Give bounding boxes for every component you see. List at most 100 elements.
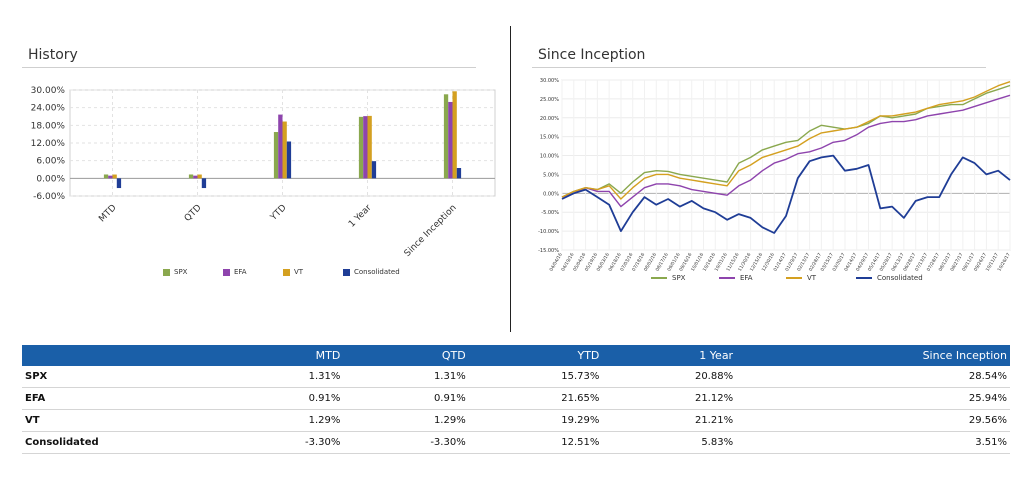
cell-1year: 21.12% <box>602 387 737 410</box>
column-header-ytd: YTD <box>468 345 603 366</box>
row-label: SPX <box>22 366 218 388</box>
bar-consolidated-qtd <box>201 178 207 189</box>
x-tick-label: 1 Year <box>347 203 374 230</box>
row-label: EFA <box>22 387 218 410</box>
bar-vt-ytd <box>282 121 287 179</box>
history-title: History <box>28 47 78 63</box>
panel-divider <box>510 26 511 332</box>
y-tick-label: -10.00% <box>538 229 559 235</box>
table-header-row: MTD QTD YTD 1 Year Since Inception <box>22 345 1010 366</box>
cell-ytd: 19.29% <box>468 409 603 432</box>
bar-vt-since-inception <box>452 91 457 179</box>
x-tick-label: MTD <box>97 203 118 224</box>
cell-since-inception: 29.56% <box>736 409 1010 432</box>
line-spx <box>561 84 1011 198</box>
y-tick-label: -6.00% <box>33 192 65 202</box>
table-row: VT 1.29% 1.29% 19.29% 21.21% 29.56% <box>22 409 1010 432</box>
legend-line-swatch <box>719 277 735 279</box>
column-header-1year: 1 Year <box>602 345 737 366</box>
row-label: VT <box>22 409 218 432</box>
bar-consolidated-ytd <box>286 141 292 179</box>
inception-title-rule <box>532 67 986 68</box>
legend-line-swatch <box>651 277 667 279</box>
y-tick-label: -15.00% <box>538 248 559 254</box>
legend-label: EFA <box>740 274 753 282</box>
history-title-rule <box>22 67 476 68</box>
bar-vt-1-year <box>367 115 372 179</box>
column-header-name <box>22 345 218 366</box>
cell-1year: 20.88% <box>602 366 737 388</box>
history-bar-chart: -6.00% 0.00% 6.00% 12.00% 18.00% 24.00% 30.00%… <box>31 86 496 259</box>
y-tick-label: 30.00% <box>31 86 66 96</box>
bar-consolidated-1-year <box>371 161 377 179</box>
x-tick-label: QTD <box>183 203 204 224</box>
column-header-qtd: QTD <box>343 345 469 366</box>
y-tick-label: 0.00% <box>543 191 559 197</box>
bar-spx-mtd <box>103 174 109 179</box>
y-tick-label: 25.00% <box>540 97 559 103</box>
y-tick-label: 30.00% <box>540 78 559 84</box>
cell-ytd: 12.51% <box>468 431 603 454</box>
line-vt <box>561 81 1011 200</box>
legend-swatch <box>223 268 230 276</box>
column-header-since-inception: Since Inception <box>736 345 1010 366</box>
cell-since-inception: 25.94% <box>736 387 1010 410</box>
y-tick-label: 20.00% <box>540 116 559 122</box>
bar-efa-qtd <box>193 175 198 179</box>
y-tick-label: 12.00% <box>31 139 66 149</box>
legend-item-vt: VT <box>283 268 303 276</box>
cell-ytd: 21.65% <box>468 387 603 410</box>
legend-line-swatch <box>786 277 802 279</box>
line-consolidated <box>561 154 1011 234</box>
legend-item-efa: EFA <box>223 268 247 276</box>
legend-swatch <box>343 268 350 276</box>
table-row: SPX 1.31% 1.31% 15.73% 20.88% 28.54% <box>22 366 1010 388</box>
bar-efa-ytd <box>278 114 283 179</box>
cell-1year: 21.21% <box>602 409 737 432</box>
x-tick-label: Since Inception <box>403 203 459 259</box>
cell-mtd: 1.31% <box>218 366 344 388</box>
y-tick-label: 10.00% <box>540 154 559 160</box>
bar-efa-since-inception <box>448 101 453 179</box>
cell-qtd: -3.30% <box>343 431 469 454</box>
returns-table: MTD QTD YTD 1 Year Since Inception SPX 1… <box>22 345 1010 454</box>
bar-consolidated-mtd <box>116 178 122 189</box>
legend-label: VT <box>294 268 304 276</box>
cell-1year: 5.83% <box>602 431 737 454</box>
y-tick-label: 0.00% <box>36 174 65 184</box>
legend-line-swatch <box>856 277 872 279</box>
y-tick-label: 24.00% <box>31 104 66 114</box>
legend-swatch <box>163 268 170 276</box>
y-tick-label: 6.00% <box>36 157 65 167</box>
x-tick-label: YTD <box>268 203 289 224</box>
cell-qtd: 1.29% <box>343 409 469 432</box>
cell-mtd: 0.91% <box>218 387 344 410</box>
legend-item-vt: VT <box>786 274 816 282</box>
bar-consolidated-since-inception <box>456 167 462 179</box>
column-header-mtd: MTD <box>218 345 344 366</box>
cell-ytd: 15.73% <box>468 366 603 388</box>
cell-qtd: 1.31% <box>343 366 469 388</box>
cell-since-inception: 28.54% <box>736 366 1010 388</box>
cell-mtd: -3.30% <box>218 431 344 454</box>
table-row: Consolidated -3.30% -3.30% 12.51% 5.83% … <box>22 431 1010 454</box>
bar-efa-1-year <box>363 116 368 179</box>
legend-swatch <box>283 268 290 276</box>
bar-spx-ytd <box>273 132 279 179</box>
legend-item-consolidated: Consolidated <box>343 268 400 276</box>
cell-since-inception: 3.51% <box>736 431 1010 454</box>
bar-vt-qtd <box>197 174 202 179</box>
legend-item-efa: EFA <box>719 274 753 282</box>
cell-qtd: 0.91% <box>343 387 469 410</box>
y-tick-label: 18.00% <box>31 121 66 131</box>
cell-mtd: 1.29% <box>218 409 344 432</box>
legend-item-spx: SPX <box>651 274 685 282</box>
bar-spx-qtd <box>188 174 194 179</box>
inception-line-chart: -15.00% -10.00% -5.00% 0.00% 5.00% 10.00% 15.0… <box>538 78 1012 272</box>
row-label: Consolidated <box>22 431 218 454</box>
inception-title: Since Inception <box>538 47 646 63</box>
bar-vt-mtd <box>112 174 117 179</box>
legend-label: Consolidated <box>354 268 400 276</box>
table-row: EFA 0.91% 0.91% 21.65% 21.12% 25.94% <box>22 387 1010 410</box>
legend-item-spx: SPX <box>163 268 187 276</box>
